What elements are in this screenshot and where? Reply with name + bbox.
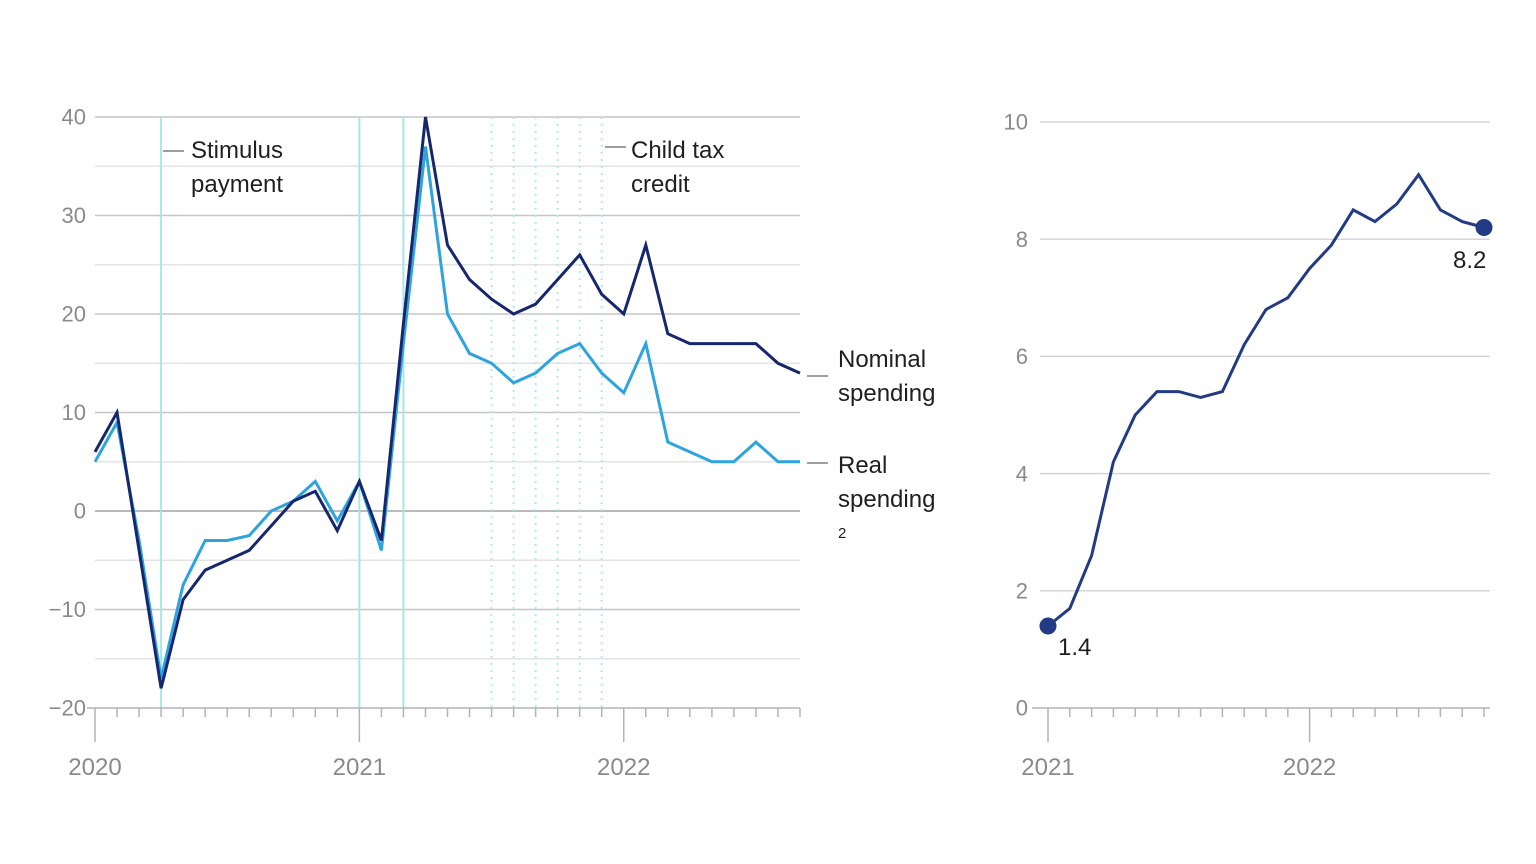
real-spending-label: Real spending 2: [838, 449, 935, 557]
nominal-spending-label-line1: Nominal: [838, 346, 927, 373]
y-tick-label: 6: [1016, 344, 1028, 369]
cpi-start-value-label: 1.4: [1058, 634, 1092, 661]
y-tick-label: 10: [62, 400, 86, 425]
cpi-end-value-label: 8.2: [1453, 247, 1487, 274]
child-tax-leader-dash-icon: [605, 146, 626, 148]
left-chart: 40 30 20 10 0 −10 −20 2020 2021 2022: [49, 105, 801, 781]
x-tick-label: 2021: [1021, 754, 1074, 781]
y-tick-label: −20: [49, 696, 86, 721]
y-tick-label: 30: [62, 203, 86, 228]
x-tick-label: 2021: [333, 754, 386, 781]
y-tick-label: 10: [1004, 110, 1028, 135]
child-tax-annotation-line1: Child tax: [631, 137, 725, 164]
y-tick-label: 40: [62, 105, 86, 130]
real-spending-leader-dash-icon: [807, 462, 828, 464]
cpi-start-dot: [1039, 617, 1057, 635]
nominal-spending-label-line2: spending: [838, 380, 936, 407]
real-spending-label-line2: spending 2: [838, 483, 935, 557]
real-spending-label-word: spending: [838, 486, 936, 513]
right-chart: 10 8 6 4 2 0 2021 2022: [1004, 110, 1493, 781]
stimulus-leader-dash-icon: [163, 150, 184, 152]
x-tick-label: 2020: [68, 754, 121, 781]
real-spending-label-line1: Real: [838, 452, 888, 479]
y-tick-label: 20: [62, 302, 86, 327]
cpi-line: [1047, 172, 1485, 628]
y-tick-label: 2: [1016, 579, 1028, 604]
cpi-end-dot: [1475, 218, 1493, 236]
y-tick-label: 4: [1016, 461, 1028, 486]
child-tax-annotation-line2: credit: [631, 171, 690, 198]
x-tick-label: 2022: [1283, 754, 1336, 781]
y-tick-label: 0: [1016, 696, 1028, 721]
y-tick-label: 8: [1016, 227, 1028, 252]
child-tax-annotation: Child tax credit: [631, 134, 724, 202]
nominal-spending-line: [93, 116, 801, 689]
y-tick-label: −10: [49, 597, 86, 622]
nominal-spending-leader-dash-icon: [807, 375, 828, 377]
nominal-spending-label: Nominal spending: [838, 343, 935, 411]
x-tick-label: 2022: [597, 754, 650, 781]
stimulus-annotation-line2: payment: [191, 171, 284, 198]
stimulus-annotation: Stimulus payment: [191, 134, 283, 202]
real-spending-line: [93, 146, 800, 679]
stimulus-annotation-line1: Stimulus: [191, 137, 284, 164]
real-spending-footnote-sup: 2: [838, 525, 847, 542]
y-tick-label: 0: [74, 499, 86, 524]
